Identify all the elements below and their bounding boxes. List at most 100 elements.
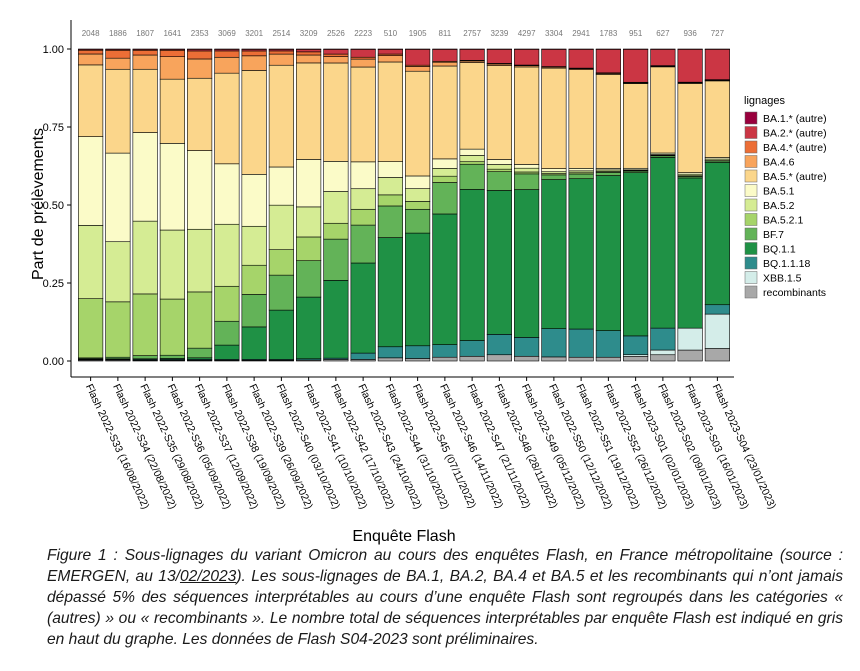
bar-segment	[323, 238, 349, 281]
bar-segment	[459, 49, 485, 61]
bar-segment	[159, 298, 185, 356]
bar-segment	[105, 241, 131, 303]
total-label: 2353	[191, 29, 209, 38]
bar-segment	[350, 58, 376, 68]
bar-segment	[514, 337, 540, 357]
total-label: 936	[683, 29, 697, 38]
totals-row: 2048 1886 1807 1641 2353 3069 3201 2514 3209 2526…	[82, 29, 725, 38]
y-tick-label: 0.00	[43, 356, 64, 368]
bar-segment	[214, 56, 240, 74]
bar-segment	[704, 80, 730, 158]
bar-segment	[187, 50, 213, 60]
bar-segment	[650, 327, 676, 351]
bar-segment	[514, 189, 540, 338]
bar-segment	[268, 53, 294, 66]
bar-segment	[486, 354, 512, 362]
bar-segment	[405, 49, 431, 66]
bar-segment	[568, 328, 594, 358]
bar-segment	[268, 64, 294, 168]
bar-segment	[459, 189, 485, 341]
bar-segment	[459, 163, 485, 190]
legend-swatch	[744, 169, 758, 183]
bar-segment	[377, 194, 403, 207]
bar-segment	[241, 225, 267, 266]
bar-segment	[377, 205, 403, 238]
legend-swatch	[744, 256, 758, 270]
total-label: 811	[438, 29, 451, 38]
legend: lignages BA.1.* (autre) BA.2.* (autre) BA.…	[744, 95, 827, 299]
bars-group	[78, 48, 730, 362]
bar-segment	[568, 173, 594, 179]
bar-segment	[486, 334, 512, 356]
legend-swatch	[744, 111, 758, 125]
total-label: 2757	[463, 29, 481, 38]
bar-segment	[296, 159, 322, 208]
y-axis-title: Part de prélèvements	[30, 128, 47, 280]
legend-swatch	[744, 285, 758, 299]
bar-segment	[486, 171, 512, 191]
total-label: 1905	[409, 29, 427, 38]
bar-segment	[677, 83, 703, 173]
bar-segment	[459, 155, 485, 163]
bar-segment	[405, 345, 431, 359]
bar-segment	[323, 49, 349, 55]
bar-segment	[159, 229, 185, 300]
bar-segment	[459, 161, 485, 165]
total-label: 727	[711, 29, 725, 38]
bar-segment	[187, 150, 213, 230]
bar-segment	[323, 222, 349, 240]
bar-segment	[105, 49, 131, 59]
bar-segment	[296, 236, 322, 261]
bar-segment	[677, 327, 703, 351]
bar-segment	[187, 228, 213, 293]
bar-segment	[159, 56, 185, 80]
bar-segment	[105, 152, 131, 243]
legend-label: BA.4.6	[763, 157, 795, 169]
legend-label: BA.2.* (autre)	[763, 128, 827, 140]
total-label: 1807	[136, 29, 154, 38]
bar-segment	[623, 335, 649, 356]
bar-segment	[568, 69, 594, 169]
bar-segment	[241, 326, 267, 360]
total-label: 1886	[109, 29, 127, 38]
bar-segment	[623, 355, 649, 362]
bar-segment	[405, 188, 431, 202]
legend-label: BA.4.* (autre)	[763, 142, 827, 154]
bar-segment	[296, 62, 322, 160]
bar-segment	[486, 190, 512, 335]
bar-segment	[432, 344, 458, 358]
bar-segment	[323, 62, 349, 162]
bar-segment	[405, 66, 431, 72]
bar-segment	[432, 356, 458, 362]
legend-label: BQ.1.1	[763, 244, 796, 256]
bar-segment	[296, 260, 322, 298]
bar-segment	[432, 182, 458, 215]
bar-segment	[432, 158, 458, 169]
x-axis: Flash 2022-S33 (16/08/2022)Flash 2022-S3…	[71, 376, 778, 511]
bar-segment	[187, 347, 213, 359]
bar-segment	[268, 204, 294, 250]
bar-segment	[514, 164, 540, 169]
bar-segment	[514, 173, 540, 190]
total-label: 3201	[245, 29, 263, 38]
legend-swatch	[744, 140, 758, 154]
bar-segment	[105, 68, 131, 154]
total-label: 3069	[218, 29, 236, 38]
bar-segment	[541, 356, 567, 362]
bar-segment	[296, 206, 322, 238]
bar-segment	[241, 294, 267, 328]
caption-date-underlined: 02/2023	[179, 568, 237, 585]
bar-segment	[677, 49, 703, 83]
bar-segment	[323, 56, 349, 64]
bar-segment	[514, 355, 540, 362]
bar-segment	[623, 49, 649, 83]
bar-segment	[432, 61, 458, 67]
legend-swatch	[744, 213, 758, 226]
legend-swatch	[744, 227, 758, 241]
bar-segment	[377, 55, 403, 63]
bar-segment	[323, 280, 349, 359]
bar-segment	[459, 148, 485, 156]
bar-segment	[132, 49, 158, 56]
bar-segment	[296, 49, 322, 53]
y-tick-label: 0.25	[43, 278, 64, 290]
